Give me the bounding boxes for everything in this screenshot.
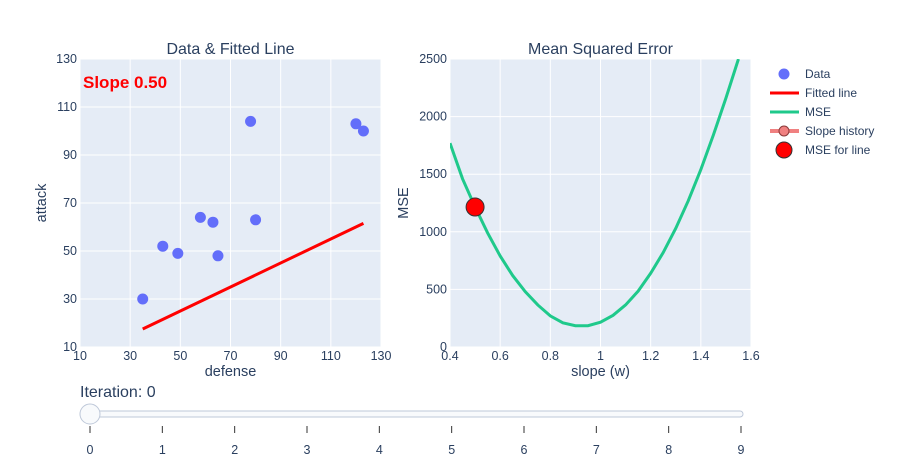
slider-tick-label: 2 (231, 443, 238, 457)
left-y-tick-labels: 10 30 50 70 90 110 130 (56, 52, 77, 354)
data-point (350, 118, 362, 130)
data-point (157, 240, 169, 252)
left-y-tick-label: 30 (63, 292, 77, 306)
data-point (207, 216, 219, 228)
data-point (245, 115, 257, 127)
left-x-axis-title: defense (205, 364, 257, 380)
right-x-tick-label: 1.4 (692, 349, 709, 363)
left-x-tick-labels: 10 30 50 70 90 110 130 (73, 349, 391, 363)
left-y-tick-label: 110 (57, 100, 77, 114)
legend[interactable]: Data Fitted line MSE Slope history MSE for l… (770, 67, 874, 159)
data-point (250, 214, 262, 226)
left-x-tick-label: 30 (123, 349, 137, 363)
iteration-slider[interactable]: Iteration: 0 0 1 2 3 4 5 6 7 8 9 (79, 384, 745, 457)
data-point (172, 247, 184, 259)
slider-rail[interactable] (79, 410, 744, 418)
slider-tick-label: 0 (87, 443, 94, 457)
left-x-tick-label: 10 (73, 349, 87, 363)
right-x-tick-label: 0.6 (491, 349, 508, 363)
left-y-tick-label: 50 (63, 244, 77, 258)
left-subplot-title: Data & Fitted Line (166, 41, 294, 58)
right-x-tick-labels: 0.4 0.6 0.8 1 1.2 1.4 1.6 (441, 349, 759, 363)
right-y-tick-label: 1500 (419, 167, 447, 181)
left-y-tick-label: 10 (63, 340, 77, 354)
right-x-tick-label: 0.8 (542, 349, 559, 363)
slider-tick-label: 6 (521, 443, 528, 457)
slider-tick-label: 1 (159, 443, 166, 457)
right-y-tick-label: 2500 (419, 52, 447, 66)
data-point (137, 293, 149, 305)
slider-tick-label: 9 (738, 443, 745, 457)
legend-item[interactable]: MSE for line (775, 141, 871, 159)
right-x-tick-label: 1.2 (642, 349, 659, 363)
right-y-tick-label: 500 (426, 282, 447, 296)
slider-tick-label: 8 (665, 443, 672, 457)
legend-symbol-circle (778, 68, 790, 80)
slider-tick-label: 7 (593, 443, 600, 457)
right-marks (450, 59, 740, 328)
right-y-tick-label: 0 (440, 340, 447, 354)
left-x-tick-label: 90 (274, 349, 288, 363)
left-x-tick-label: 70 (224, 349, 238, 363)
legend-item[interactable]: Slope history (770, 124, 874, 138)
left-x-tick-label: 110 (321, 349, 341, 363)
legend-label: Data (805, 67, 831, 81)
data-point (357, 125, 369, 137)
left-y-axis-title: attack (34, 183, 50, 222)
left-x-tick-label: 50 (173, 349, 187, 363)
slider-handle[interactable] (79, 403, 101, 425)
slope-annotation: Slope 0.50 (83, 73, 167, 92)
right-y-tick-label: 2000 (419, 110, 447, 124)
left-y-tick-label: 70 (63, 196, 77, 210)
right-y-tick-labels: 0 500 1000 1500 2000 2500 (419, 52, 447, 354)
mse-curve (450, 59, 740, 328)
slider-tick-label: 4 (376, 443, 383, 457)
data-point (212, 250, 224, 262)
fitted-line (142, 222, 365, 331)
mse-for-line-marker (465, 197, 485, 217)
right-x-tick-label: 1 (597, 349, 604, 363)
right-y-tick-label: 1000 (419, 225, 447, 239)
legend-label: Slope history (805, 124, 874, 138)
legend-label: MSE (805, 105, 831, 119)
legend-item[interactable]: Data (778, 67, 831, 81)
legend-item[interactable]: MSE (770, 105, 831, 119)
right-subplot-title: Mean Squared Error (528, 41, 674, 58)
right-y-axis-title: MSE (396, 187, 412, 219)
right-subplot: 0.4 0.6 0.8 1 1.2 1.4 1.6 0 500 1000 1500 2000 2500… (396, 41, 760, 380)
legend-item[interactable]: Fitted line (770, 86, 857, 100)
legend-label: Fitted line (805, 86, 857, 100)
slider-tick-label: 3 (304, 443, 311, 457)
right-x-axis-title: slope (w) (571, 364, 630, 380)
left-x-tick-label: 130 (371, 349, 392, 363)
right-grid (449, 58, 752, 348)
legend-symbol-circle (775, 141, 793, 159)
slider-ticks: 0 1 2 3 4 5 6 7 8 9 (87, 426, 745, 457)
legend-label: MSE for line (805, 143, 871, 157)
left-subplot: 10 30 50 70 90 110 130 10 30 50 70 90 110 130 Data &… (34, 41, 391, 380)
left-y-tick-label: 130 (56, 52, 77, 66)
left-marks (137, 115, 369, 331)
left-grid (79, 58, 382, 348)
slider-tick-label: 5 (448, 443, 455, 457)
legend-symbol-marker (778, 125, 790, 137)
left-y-tick-label: 90 (63, 148, 77, 162)
data-point (194, 211, 206, 223)
right-x-tick-label: 0.4 (441, 349, 458, 363)
slider-current-label: Iteration: 0 (80, 384, 156, 401)
right-x-tick-label: 1.6 (742, 349, 759, 363)
